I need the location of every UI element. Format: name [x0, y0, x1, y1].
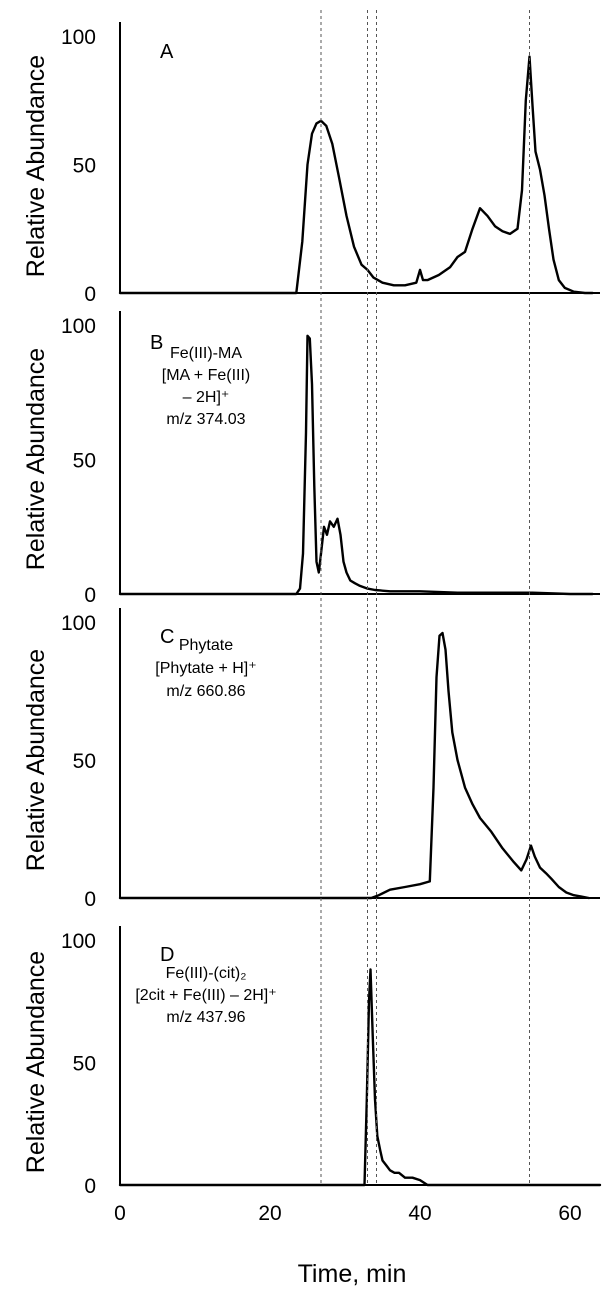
y-tick-label: 50 — [73, 1053, 96, 1076]
y-tick-label: 0 — [84, 1175, 96, 1198]
x-tick-label: 20 — [258, 1202, 281, 1225]
y-axis-label: Relative Abundance — [22, 951, 50, 1173]
panel-label: C — [160, 626, 174, 648]
annotation-line: – 2H]⁺ — [183, 389, 230, 406]
annotation-line: m/z 374.03 — [166, 411, 245, 428]
panel-label: B — [150, 332, 163, 354]
y-tick-label: 50 — [73, 450, 96, 473]
annotation-line: m/z 660.86 — [166, 683, 245, 700]
y-tick-label: 0 — [84, 283, 96, 306]
trace-line — [118, 55, 594, 295]
panel-d: 0 50 100 Relative Abundance DFe(III)-(cit)₂ [… — [22, 926, 602, 1198]
y-tick-label: 100 — [61, 930, 96, 953]
y-tick-label: 0 — [84, 584, 96, 607]
panel-c: 0 50 100 Relative Abundance C Phytate [Phytate… — [22, 608, 600, 911]
annotation-line: Phytate — [179, 637, 233, 654]
panel-label: D — [160, 944, 174, 966]
y-axis-label: Relative Abundance — [22, 55, 50, 277]
trace-line — [118, 968, 602, 1187]
annotation-line: m/z 437.96 — [166, 1009, 245, 1026]
x-tick-label: 60 — [558, 1202, 581, 1225]
trace-line — [118, 334, 594, 596]
panel-a: 0 50 100 Relative Abundance A — [22, 22, 600, 306]
y-tick-label: 100 — [61, 315, 96, 338]
y-tick-label: 100 — [61, 26, 96, 49]
y-axis-label: Relative Abundance — [22, 649, 50, 871]
y-tick-label: 100 — [61, 612, 96, 635]
annotation-line: Fe(III)-MA — [170, 345, 242, 362]
annotation-line: [2cit + Fe(III) – 2H]⁺ — [135, 987, 276, 1004]
y-tick-label: 50 — [73, 750, 96, 773]
trace-line — [118, 631, 590, 900]
x-tick-label: 0 — [114, 1202, 126, 1225]
annotation-line: [MA + Fe(III) — [162, 367, 250, 384]
annotation-line: Fe(III)-(cit)₂ — [166, 965, 247, 982]
x-tick-label: 40 — [408, 1202, 431, 1225]
y-tick-label: 0 — [84, 888, 96, 911]
panel-b: 0 50 100 Relative Abundance B Fe(III)-MA [MA +… — [22, 311, 600, 607]
annotation-line: [Phytate + H]⁺ — [155, 660, 256, 677]
y-tick-label: 50 — [73, 155, 96, 178]
x-axis-label: Time, min — [298, 1260, 407, 1288]
y-axis-label: Relative Abundance — [22, 348, 50, 570]
panel-label: A — [160, 41, 174, 63]
